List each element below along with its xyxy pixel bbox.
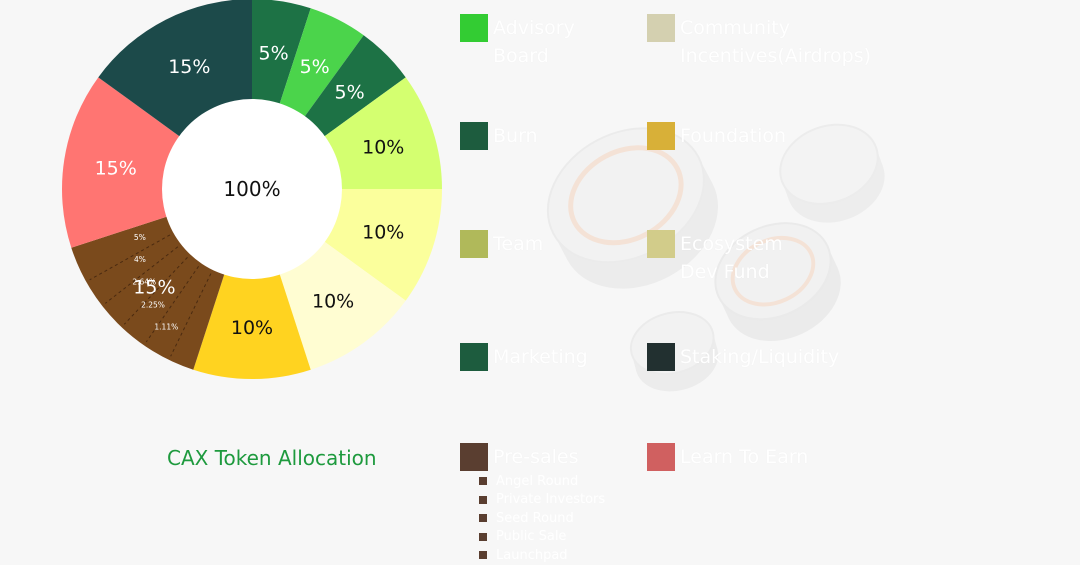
legend-item-left-3: Team — [460, 230, 543, 258]
bullet-icon — [479, 532, 487, 541]
donut-slice-label-7: 10% — [231, 317, 273, 339]
legend-label: Advisory Board — [493, 17, 575, 67]
presale-breakdown-label-5: 1.11% — [154, 322, 178, 331]
presale-breakdown-label-4: 2.25% — [141, 300, 165, 309]
donut-slice-label-1: 5% — [259, 43, 289, 65]
legend-label: Marketing — [493, 346, 588, 368]
token-allocation-donut-chart: 5%5%5%10%10%10%10%15%15%15% 5%4%2.64%2.2… — [62, 0, 442, 380]
legend-label: Foundation — [680, 125, 787, 147]
legend-item-left-2: Burn — [460, 122, 538, 150]
legend-swatch — [647, 122, 675, 150]
legend-swatch — [647, 443, 675, 471]
legend-item-left-5: Pre-sales — [460, 443, 578, 471]
presale-subitem-label: Launchpad — [496, 547, 568, 563]
legend-label: Community Incentives(Airdrops) — [680, 17, 872, 67]
donut-slice-label-6: 10% — [312, 291, 354, 313]
legend-label: Staking/Liquidity — [680, 346, 840, 368]
legend-label: Ecosystem Dev Fund — [680, 233, 783, 283]
legend-item-right-1: Community Incentives(Airdrops) — [647, 14, 871, 70]
legend-swatch — [460, 230, 488, 258]
legend-item-right-4: Staking/Liquidity — [647, 343, 839, 371]
donut-slice-9 — [62, 77, 253, 248]
bullet-icon — [479, 477, 487, 486]
legend-label: Team — [493, 233, 544, 255]
bullet-icon — [479, 551, 487, 560]
presale-breakdown-label-2: 4% — [134, 255, 146, 264]
presale-subitem-label: Angel Round — [496, 473, 579, 489]
legend-label: Burn — [493, 125, 538, 147]
donut-slice-label-10: 15% — [168, 56, 210, 78]
presale-subitem-5: Launchpad — [479, 546, 605, 565]
presale-sublist: Angel Round Private Investors Seed Round Pu… — [479, 472, 605, 565]
legend-label: Pre-sales — [493, 446, 579, 468]
presale-subitem-label: Seed Round — [496, 510, 574, 526]
donut-slice-label-3: 5% — [335, 81, 365, 103]
legend-item-right-5: Learn To Earn — [647, 443, 808, 471]
presale-subitem-label: Private Investors — [496, 492, 606, 508]
presale-subitem-4: Public Sale — [479, 528, 605, 547]
legend-swatch — [460, 14, 488, 42]
donut-slice-label-8: 15% — [133, 277, 175, 299]
legend-swatch — [460, 343, 488, 371]
legend-swatch — [647, 343, 675, 371]
legend-swatch — [647, 230, 675, 258]
legend-label: Learn To Earn — [680, 446, 809, 468]
bullet-icon — [479, 514, 487, 523]
donut-slice-label-2: 5% — [300, 56, 330, 78]
legend-swatch — [460, 443, 488, 471]
donut-center-label: 100% — [223, 177, 280, 201]
legend-swatch — [647, 14, 675, 42]
legend-item-right-3: Ecosystem Dev Fund — [647, 230, 783, 286]
presale-breakdown-label-1: 5% — [134, 233, 146, 242]
legend-item-left-1: Advisory Board — [460, 14, 575, 70]
bullet-icon — [479, 495, 487, 504]
donut-slice-label-4: 10% — [362, 136, 404, 158]
donut-center — [162, 99, 342, 279]
presale-subitem-3: Seed Round — [479, 509, 605, 528]
legend-item-left-4: Marketing — [460, 343, 588, 371]
donut-slice-7 — [193, 189, 311, 380]
donut-slice-label-9: 15% — [95, 157, 137, 179]
chart-title: CAX Token Allocation — [167, 446, 377, 470]
presale-subitem-1: Angel Round — [479, 472, 605, 491]
legend-item-right-2: Foundation — [647, 122, 786, 150]
donut-slice-label-5: 10% — [362, 222, 404, 244]
presale-subitem-2: Private Investors — [479, 491, 605, 510]
presale-breakdown-label-3: 2.64% — [132, 277, 156, 286]
legend-swatch — [460, 122, 488, 150]
presale-subitem-label: Public Sale — [496, 529, 567, 545]
